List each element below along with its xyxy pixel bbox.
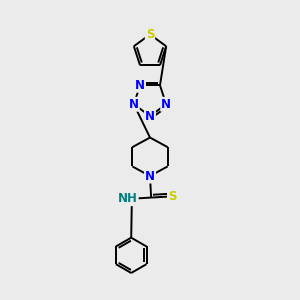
Text: N: N <box>129 98 139 111</box>
Text: N: N <box>161 98 171 111</box>
Text: S: S <box>146 28 154 41</box>
Text: N: N <box>145 169 155 182</box>
Text: N: N <box>135 79 145 92</box>
Text: N: N <box>145 110 155 122</box>
Text: S: S <box>168 190 176 203</box>
Text: NH: NH <box>118 192 138 205</box>
